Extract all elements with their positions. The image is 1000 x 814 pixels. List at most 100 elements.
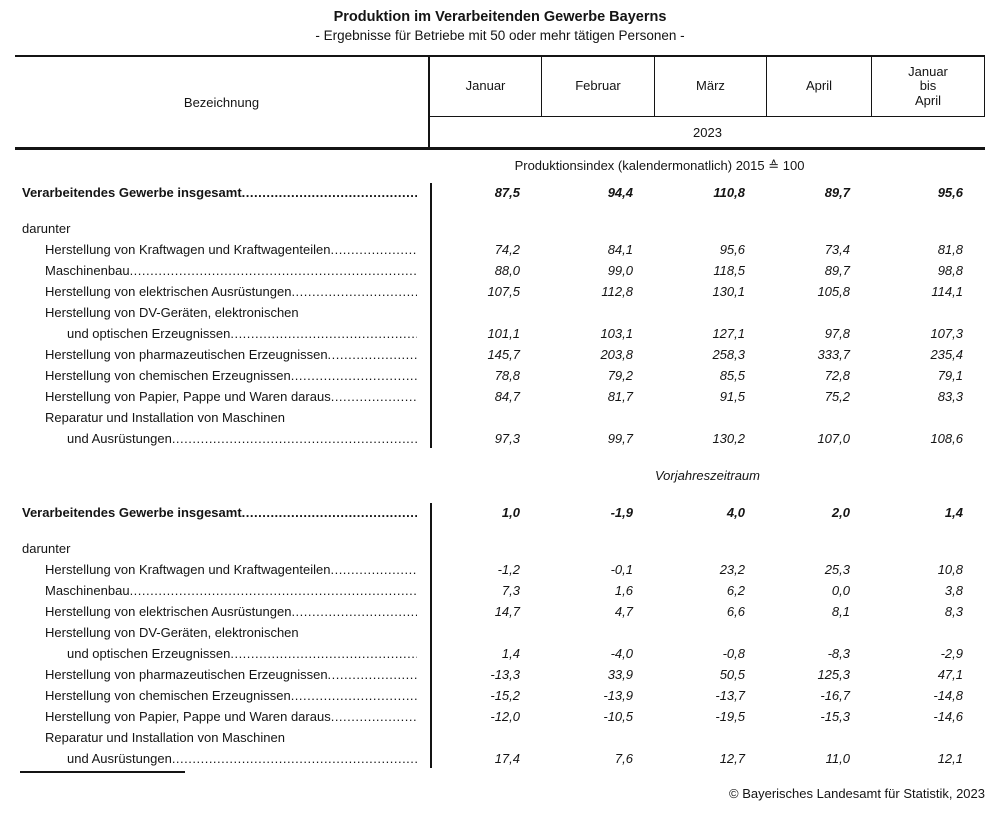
table-row: Maschinenbau 88,0 99,0 118,5 89,7 98,8 <box>15 260 985 281</box>
value-cell: 107,0 <box>817 431 850 446</box>
table-row: Maschinenbau 7,3 1,6 6,2 0,0 3,8 <box>15 580 985 601</box>
dot-leader <box>328 344 417 365</box>
value-cell: 112,8 <box>601 284 633 299</box>
row-label: Herstellung von Papier, Pappe und Waren … <box>45 389 331 404</box>
value-cell: -2,9 <box>940 646 963 661</box>
page-subtitle: - Ergebnisse für Betriebe mit 50 oder me… <box>315 28 685 43</box>
page-title: Produktion im Verarbeitenden Gewerbe Bay… <box>333 9 667 25</box>
year-label: 2023 <box>693 124 722 140</box>
row-label: Verarbeitendes Gewerbe insgesamt <box>22 185 242 200</box>
value-cell: 125,3 <box>817 667 850 682</box>
value-cell <box>872 727 985 748</box>
value-cell: 110,8 <box>713 185 745 200</box>
row-label: Maschinenbau <box>45 263 130 278</box>
value-cell: 7,6 <box>614 751 633 766</box>
value-cell: 12,1 <box>937 751 963 766</box>
value-cell <box>430 302 542 323</box>
bezeichnung-label: Bezeichnung <box>183 94 260 110</box>
value-cell: -19,5 <box>715 709 745 724</box>
value-cell: 3,8 <box>944 583 963 598</box>
value-cell: -15,2 <box>490 688 520 703</box>
value-cell: -8,3 <box>827 646 850 661</box>
row-label: Verarbeitendes Gewerbe insgesamt <box>22 505 242 520</box>
value-cell: 1,6 <box>614 583 633 598</box>
dot-leader <box>331 386 417 407</box>
value-cell: 88,0 <box>494 263 520 278</box>
table-header: Bezeichnung Januar Februar März April Januar… <box>15 55 985 150</box>
column-header-month: März <box>655 57 767 116</box>
value-cell: 98,8 <box>937 263 963 278</box>
value-cell <box>655 302 767 323</box>
value-cell: 6,2 <box>726 583 745 598</box>
table-row: Herstellung von DV-Geräten, elektronisch… <box>15 622 985 643</box>
value-cell: -10,5 <box>603 709 633 724</box>
value-cell: 1,0 <box>501 505 520 520</box>
table-row: Herstellung von Papier, Pappe und Waren … <box>15 706 985 727</box>
dot-leader <box>130 260 417 281</box>
value-cell: 99,0 <box>607 263 633 278</box>
value-cell: 81,7 <box>607 389 633 404</box>
value-cell <box>872 407 985 428</box>
value-cell: -0,8 <box>722 646 745 661</box>
table-row: Herstellung von Kraftwagen und Kraftwage… <box>15 239 985 260</box>
value-cell <box>430 727 542 748</box>
row-label: und Ausrüstungen <box>67 431 172 446</box>
table-row: Verarbeitendes Gewerbe insgesamt 1,0 -1,9 4… <box>15 502 985 523</box>
value-cell: -15,3 <box>820 709 850 724</box>
table-row: Herstellung von elektrischen Ausrüstunge… <box>15 281 985 302</box>
value-cell <box>430 538 542 559</box>
column-header-january-to-april: Januar bis April <box>872 57 985 116</box>
row-label-cell: und optischen Erzeugnissen <box>15 323 430 344</box>
value-cell: 11,0 <box>825 751 850 766</box>
value-cell: 1,4 <box>501 646 520 661</box>
value-cell: 7,3 <box>501 583 520 598</box>
value-cell: 94,4 <box>607 185 633 200</box>
row-label: und optischen Erzeugnissen <box>67 646 231 661</box>
value-cell: 78,8 <box>494 368 520 383</box>
row-label-cell: Verarbeitendes Gewerbe insgesamt <box>15 502 430 523</box>
value-cell: 17,4 <box>494 751 520 766</box>
table-row: Herstellung von chemischen Erzeugnissen -… <box>15 685 985 706</box>
value-cell <box>767 538 872 559</box>
value-cell: 107,5 <box>487 284 520 299</box>
table-row: und Ausrüstungen 97,3 99,7 130,2 107,0 108,6 <box>15 428 985 449</box>
row-label: Reparatur und Installation von Maschinen <box>45 730 285 745</box>
row-label-cell: Herstellung von DV-Geräten, elektronisch… <box>15 622 430 643</box>
value-cell: 333,7 <box>817 347 850 362</box>
table-row: Herstellung von Papier, Pappe und Waren … <box>15 386 985 407</box>
value-cell: 12,7 <box>719 751 745 766</box>
table-row: darunter <box>15 218 985 239</box>
row-label: Herstellung von DV-Geräten, elektronisch… <box>45 625 299 640</box>
column-header-month: Februar <box>542 57 655 116</box>
value-cell: 97,3 <box>494 431 520 446</box>
section-heading-produktionsindex: Produktionsindex (kalendermonatlich) 201… <box>514 158 805 173</box>
row-label: Reparatur und Installation von Maschinen <box>45 410 285 425</box>
row-label-cell: Herstellung von chemischen Erzeugnissen <box>15 365 430 386</box>
table-row: Herstellung von Kraftwagen und Kraftwage… <box>15 559 985 580</box>
value-cell <box>767 407 872 428</box>
value-cell: 25,3 <box>824 562 850 577</box>
value-cell: 10,8 <box>937 562 963 577</box>
row-label: Herstellung von pharmazeutischen Erzeugn… <box>45 347 328 362</box>
value-cell <box>872 218 985 239</box>
row-label-cell: und Ausrüstungen <box>15 428 430 449</box>
row-label-cell: Reparatur und Installation von Maschinen <box>15 727 430 748</box>
row-label-cell: Maschinenbau <box>15 580 430 601</box>
months-row: Januar Februar März April Januar bis April <box>430 57 985 117</box>
table-row: Herstellung von pharmazeutischen Erzeugn… <box>15 664 985 685</box>
value-cell <box>767 727 872 748</box>
value-cell <box>655 407 767 428</box>
table-row: Herstellung von chemischen Erzeugnissen 7… <box>15 365 985 386</box>
row-label: Herstellung von pharmazeutischen Erzeugn… <box>45 667 328 682</box>
table-bottom-rule <box>20 771 185 773</box>
table-row: darunter <box>15 538 985 559</box>
value-cell: 33,9 <box>607 667 633 682</box>
value-cell: 47,1 <box>937 667 963 682</box>
value-cell: -14,6 <box>933 709 963 724</box>
row-label: und optischen Erzeugnissen <box>67 326 231 341</box>
table-row: und optischen Erzeugnissen 101,1 103,1 127,… <box>15 323 985 344</box>
value-cell: -14,8 <box>933 688 963 703</box>
value-cell: 258,3 <box>712 347 745 362</box>
table-row: und Ausrüstungen 17,4 7,6 12,7 11,0 12,1 <box>15 748 985 769</box>
row-label-cell: Herstellung von Kraftwagen und Kraftwage… <box>15 559 430 580</box>
